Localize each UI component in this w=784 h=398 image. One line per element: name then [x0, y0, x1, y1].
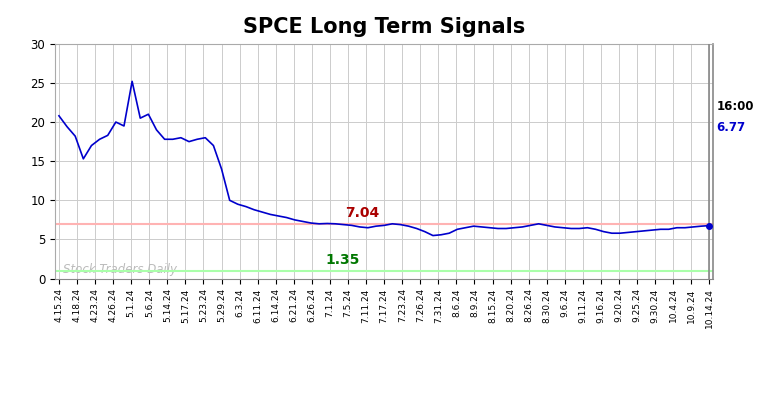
Title: SPCE Long Term Signals: SPCE Long Term Signals [243, 17, 525, 37]
Text: 6.77: 6.77 [717, 121, 746, 134]
Text: 7.04: 7.04 [345, 206, 379, 220]
Text: Stock Traders Daily: Stock Traders Daily [63, 263, 177, 276]
Text: 1.35: 1.35 [325, 253, 360, 267]
Text: 16:00: 16:00 [717, 100, 754, 113]
